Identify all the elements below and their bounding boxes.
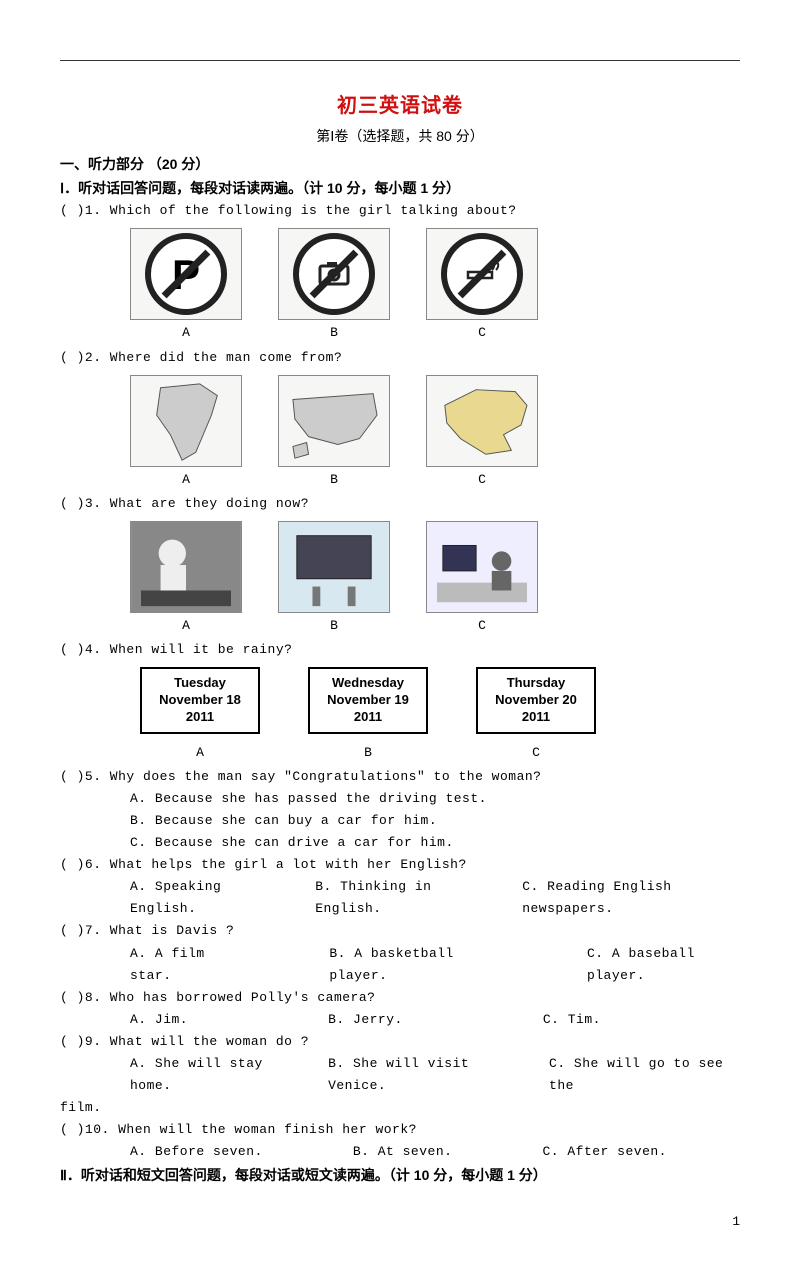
q6-options: A. Speaking English. B. Thinking in Engl… <box>130 876 740 920</box>
q3-label-c: C <box>426 615 538 637</box>
q4-date-b: Wednesday November 19 2011 <box>308 667 428 734</box>
scene-billboard-icon <box>279 522 389 612</box>
q2-image-a <box>130 375 242 467</box>
date-y: 2011 <box>482 709 590 726</box>
part-1-head: Ⅰ．听对话回答问题，每段对话读两遍。（计 10 分，每小题 1 分） <box>60 177 740 201</box>
q7-options: A. A film star. B. A basketball player. … <box>130 943 740 987</box>
q9-options: A. She will stay home. B. She will visit… <box>130 1053 740 1097</box>
q2-label-a: A <box>130 469 242 491</box>
q2-images: A B C <box>130 375 740 491</box>
scene-hospital-icon <box>131 522 241 612</box>
q7-b: B. A basketball player. <box>329 943 497 987</box>
map-india-icon <box>131 376 241 466</box>
map-china-icon <box>427 376 537 466</box>
date-y: 2011 <box>314 709 422 726</box>
q9-b: B. She will visit Venice. <box>328 1053 519 1097</box>
q8-text: ( )8. Who has borrowed Polly's camera? <box>60 987 740 1009</box>
q10-text: ( )10. When will the woman finish her wo… <box>60 1119 740 1141</box>
q7-c: C. A baseball player. <box>587 943 740 987</box>
page-number: 1 <box>60 1211 740 1233</box>
date-dow: Wednesday <box>314 675 422 692</box>
q8-b: B. Jerry. <box>328 1009 403 1031</box>
q3-label-a: A <box>130 615 242 637</box>
q1-label-c: C <box>426 322 538 344</box>
q1-label-a: A <box>130 322 242 344</box>
doc-title: 初三英语试卷 <box>60 89 740 123</box>
q4-label-b: B <box>308 742 428 764</box>
q5-c: C. Because she can drive a car for him. <box>130 832 740 854</box>
q5-text: ( )5. Why does the man say "Congratulati… <box>60 766 740 788</box>
q4-label-c: C <box>476 742 596 764</box>
q8-a: A. Jim. <box>130 1009 188 1031</box>
q4-date-a: Tuesday November 18 2011 <box>140 667 260 734</box>
q4-date-c: Thursday November 20 2011 <box>476 667 596 734</box>
q1-image-a: P <box>130 228 242 320</box>
q5-a: A. Because she has passed the driving te… <box>130 788 740 810</box>
q2-text: ( )2. Where did the man come from? <box>60 347 740 369</box>
date-md: November 20 <box>482 692 590 709</box>
q9-c: C. She will go to see the <box>549 1053 740 1097</box>
date-dow: Tuesday <box>146 675 254 692</box>
date-md: November 19 <box>314 692 422 709</box>
q9-text: ( )9. What will the woman do ? <box>60 1031 740 1053</box>
q10-b: B. At seven. <box>353 1141 453 1163</box>
q2-label-c: C <box>426 469 538 491</box>
q9-wrap: film. <box>60 1097 740 1119</box>
q8-options: A. Jim. B. Jerry. C. Tim. <box>130 1009 740 1031</box>
q4-dates: Tuesday November 18 2011 A Wednesday Nov… <box>140 667 740 764</box>
q3-label-b: B <box>278 615 390 637</box>
q1-images: P A B C <box>130 228 740 344</box>
q1-image-b <box>278 228 390 320</box>
date-dow: Thursday <box>482 675 590 692</box>
q3-images: A B C <box>130 521 740 637</box>
q9-a: A. She will stay home. <box>130 1053 298 1097</box>
q2-image-c <box>426 375 538 467</box>
q2-image-b <box>278 375 390 467</box>
q1-text: ( )1. Which of the following is the girl… <box>60 200 740 222</box>
q5-b: B. Because she can buy a car for him. <box>130 810 740 832</box>
sign-letter: P <box>151 239 221 309</box>
no-camera-icon <box>293 233 375 315</box>
q4-label-a: A <box>140 742 260 764</box>
q7-text: ( )7. What is Davis ? <box>60 920 740 942</box>
q10-a: A. Before seven. <box>130 1141 263 1163</box>
scene-office-icon <box>427 522 537 612</box>
q4-text: ( )4. When will it be rainy? <box>60 639 740 661</box>
section-1-head: 一、听力部分 （20 分） <box>60 153 740 177</box>
q1-label-b: B <box>278 322 390 344</box>
q7-a: A. A film star. <box>130 943 239 987</box>
q3-image-c <box>426 521 538 613</box>
q3-image-b <box>278 521 390 613</box>
q6-a: A. Speaking English. <box>130 876 275 920</box>
q2-label-b: B <box>278 469 390 491</box>
q3-text: ( )3. What are they doing now? <box>60 493 740 515</box>
q6-text: ( )6. What helps the girl a lot with her… <box>60 854 740 876</box>
no-smoking-icon <box>441 233 523 315</box>
q10-c: C. After seven. <box>542 1141 667 1163</box>
q6-b: B. Thinking in English. <box>315 876 482 920</box>
top-rule <box>60 60 740 61</box>
doc-subtitle: 第Ⅰ卷（选择题，共 80 分） <box>60 125 740 149</box>
q3-image-a <box>130 521 242 613</box>
date-y: 2011 <box>146 709 254 726</box>
q6-c: C. Reading English newspapers. <box>522 876 740 920</box>
q10-options: A. Before seven. B. At seven. C. After s… <box>130 1141 740 1163</box>
q1-image-c <box>426 228 538 320</box>
map-usa-icon <box>279 376 389 466</box>
date-md: November 18 <box>146 692 254 709</box>
part-2-head: Ⅱ．听对话和短文回答问题，每段对话或短文读两遍。（计 10 分，每小题 1 分） <box>60 1164 740 1188</box>
no-parking-icon: P <box>145 233 227 315</box>
q8-c: C. Tim. <box>543 1009 601 1031</box>
